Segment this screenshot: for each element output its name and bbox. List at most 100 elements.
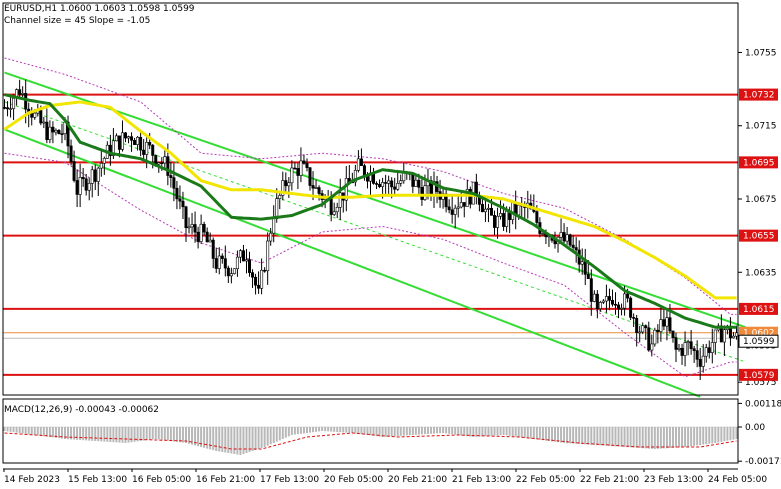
candle-body bbox=[157, 162, 161, 165]
macd-histogram-bar bbox=[572, 427, 575, 444]
candle-body bbox=[102, 158, 106, 164]
macd-histogram-bar bbox=[629, 427, 632, 448]
time-tick-label: 20 Feb 05:00 bbox=[324, 475, 383, 485]
candle-body bbox=[662, 319, 666, 327]
macd-histogram-bar bbox=[154, 427, 157, 439]
macd-histogram-bar bbox=[212, 427, 215, 451]
macd-histogram-bar bbox=[184, 427, 187, 443]
macd-histogram-bar bbox=[475, 427, 478, 437]
time-tick-label: 21 Feb 13:00 bbox=[452, 475, 511, 485]
macd-histogram-bar bbox=[442, 427, 445, 433]
candle-body bbox=[680, 347, 684, 356]
macd-histogram-bar bbox=[541, 427, 544, 441]
macd-histogram-bar bbox=[127, 427, 130, 443]
candle-body bbox=[21, 93, 25, 95]
candle-body bbox=[232, 268, 236, 274]
macd-histogram-bar bbox=[206, 427, 209, 449]
macd-histogram-bar bbox=[284, 427, 287, 438]
macd-histogram-bar bbox=[420, 427, 423, 435]
candle-body bbox=[411, 174, 415, 187]
candle-body bbox=[713, 329, 717, 343]
candle-body bbox=[190, 224, 194, 228]
candle-body bbox=[299, 160, 303, 176]
macd-histogram-bar bbox=[342, 427, 345, 433]
macd-histogram-bar bbox=[638, 427, 641, 448]
candle-body bbox=[686, 341, 690, 344]
macd-histogram-bar bbox=[42, 427, 45, 437]
macd-histogram-bar bbox=[478, 427, 481, 437]
candle-body bbox=[653, 329, 657, 345]
macd-histogram-bar bbox=[109, 427, 112, 442]
macd-histogram-bar bbox=[508, 427, 511, 436]
macd-histogram-bar bbox=[378, 427, 381, 437]
macd-histogram-bar bbox=[650, 427, 653, 449]
candle-body bbox=[24, 93, 28, 110]
macd-histogram-bar bbox=[151, 427, 154, 440]
macd-histogram-bar bbox=[505, 427, 508, 436]
candle-body bbox=[311, 185, 315, 189]
macd-histogram-bar bbox=[681, 427, 684, 448]
macd-histogram-bar bbox=[299, 427, 302, 434]
macd-pane-frame bbox=[2, 398, 739, 464]
candle-body bbox=[689, 341, 693, 349]
candle-body bbox=[384, 182, 388, 184]
candle-body bbox=[6, 107, 10, 110]
macd-histogram-bar bbox=[550, 427, 553, 442]
macd-histogram-bar bbox=[554, 427, 557, 442]
candle-body bbox=[154, 155, 158, 165]
candle-body bbox=[399, 180, 403, 184]
candle-body bbox=[229, 273, 233, 277]
candle-body bbox=[601, 300, 605, 303]
candle-body bbox=[45, 121, 49, 140]
macd-histogram-bar bbox=[197, 427, 200, 447]
candle-body bbox=[617, 304, 621, 310]
candle-body bbox=[257, 284, 261, 289]
candle-body bbox=[604, 296, 608, 302]
level-price-tag bbox=[739, 368, 778, 381]
macd-histogram-bar bbox=[254, 427, 257, 450]
macd-histogram-bar bbox=[48, 427, 51, 437]
time-tick-label: 16 Feb 05:00 bbox=[132, 475, 191, 485]
macd-histogram-bar bbox=[399, 427, 402, 436]
candle-body bbox=[459, 202, 463, 208]
macd-histogram-bar bbox=[532, 427, 535, 439]
macd-histogram-bar bbox=[387, 427, 390, 437]
macd-histogram-bar bbox=[623, 427, 626, 447]
candle-body bbox=[290, 167, 294, 184]
bollinger-lower bbox=[4, 152, 737, 378]
candle-body bbox=[111, 140, 115, 156]
macd-histogram-bar bbox=[236, 427, 239, 455]
candle-body bbox=[136, 136, 140, 145]
macd-histogram-bar bbox=[366, 427, 369, 435]
macd-histogram-bar bbox=[12, 427, 15, 433]
macd-histogram-bar bbox=[674, 427, 677, 448]
candle-body bbox=[281, 180, 285, 196]
macd-histogram-bar bbox=[732, 427, 735, 440]
candle-body bbox=[502, 213, 506, 227]
macd-histogram-bar bbox=[665, 427, 668, 449]
macd-histogram-bar bbox=[426, 427, 429, 434]
macd-histogram-bar bbox=[330, 427, 333, 432]
candle-body bbox=[338, 192, 342, 208]
candle-body bbox=[244, 259, 248, 262]
level-price-tag bbox=[739, 229, 778, 242]
candle-body bbox=[423, 185, 427, 200]
macd-histogram-bar bbox=[653, 427, 656, 449]
macd-histogram-bar bbox=[351, 427, 354, 433]
macd-histogram-bar bbox=[27, 427, 30, 435]
macd-histogram-bar bbox=[463, 427, 466, 436]
candle-body bbox=[695, 350, 699, 360]
candle-body bbox=[650, 343, 654, 351]
candle-body bbox=[456, 206, 460, 209]
candle-body bbox=[160, 162, 164, 164]
candle-body bbox=[396, 183, 400, 190]
macd-histogram-bar bbox=[557, 427, 560, 443]
macd-histogram-bar bbox=[708, 427, 711, 444]
candle-body bbox=[671, 330, 675, 338]
macd-histogram-bar bbox=[644, 427, 647, 449]
candle-body bbox=[607, 296, 611, 301]
macd-tick-label: 0.00118 bbox=[745, 399, 781, 409]
time-tick-label: 22 Feb 05:00 bbox=[516, 475, 575, 485]
macd-histogram-bar bbox=[668, 427, 671, 448]
